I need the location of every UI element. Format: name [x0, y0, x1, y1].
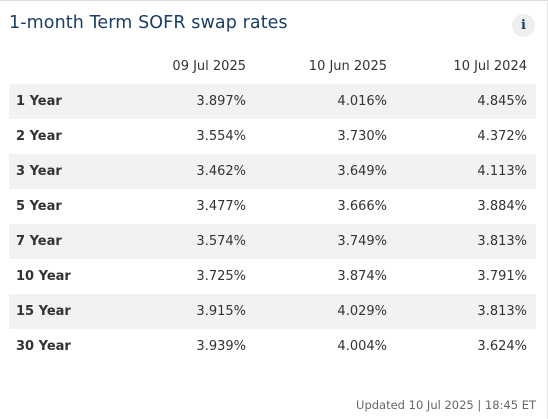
- rate-cell: 4.016%: [337, 94, 387, 109]
- rate-cell: 3.462%: [196, 164, 246, 179]
- info-icon: i: [521, 18, 526, 33]
- rate-cell: 4.113%: [477, 164, 527, 179]
- rate-cell: 4.029%: [337, 304, 387, 319]
- rates-table: 09 Jul 2025 10 Jun 2025 10 Jul 2024 1 Ye…: [9, 49, 536, 364]
- table-row: 7 Year 3.574% 3.749% 3.813%: [9, 224, 536, 259]
- term-label: 1 Year: [16, 94, 62, 109]
- rate-cell: 3.574%: [196, 234, 246, 249]
- table-row: 10 Year 3.725% 3.874% 3.791%: [9, 259, 536, 294]
- term-label: 5 Year: [16, 199, 62, 214]
- rate-cell: 3.791%: [477, 269, 527, 284]
- card-title: 1-month Term SOFR swap rates: [9, 13, 288, 33]
- header-date-1: 09 Jul 2025: [172, 59, 246, 74]
- table-row: 15 Year 3.915% 4.029% 3.813%: [9, 294, 536, 329]
- rate-cell: 3.666%: [337, 199, 387, 214]
- rate-cell: 3.813%: [477, 234, 527, 249]
- term-label: 10 Year: [16, 269, 71, 284]
- table-row: 2 Year 3.554% 3.730% 4.372%: [9, 119, 536, 154]
- info-button[interactable]: i: [512, 14, 535, 37]
- rate-cell: 4.845%: [477, 94, 527, 109]
- updated-timestamp: Updated 10 Jul 2025 | 18:45 ET: [356, 398, 536, 412]
- rate-cell: 3.939%: [196, 339, 246, 354]
- rate-cell: 3.813%: [477, 304, 527, 319]
- table-row: 3 Year 3.462% 3.649% 4.113%: [9, 154, 536, 189]
- table-header-row: 09 Jul 2025 10 Jun 2025 10 Jul 2024: [9, 49, 536, 84]
- term-label: 3 Year: [16, 164, 62, 179]
- term-label: 30 Year: [16, 339, 71, 354]
- header-date-2: 10 Jun 2025: [308, 59, 387, 74]
- rate-cell: 3.749%: [337, 234, 387, 249]
- rate-cell: 3.874%: [337, 269, 387, 284]
- rate-cell: 3.730%: [337, 129, 387, 144]
- rate-cell: 3.624%: [477, 339, 527, 354]
- rate-cell: 3.649%: [337, 164, 387, 179]
- term-label: 15 Year: [16, 304, 71, 319]
- rate-cell: 3.477%: [196, 199, 246, 214]
- rate-cell: 3.725%: [196, 269, 246, 284]
- term-label: 7 Year: [16, 234, 62, 249]
- header-date-3: 10 Jul 2024: [453, 59, 527, 74]
- rate-cell: 4.004%: [337, 339, 387, 354]
- term-label: 2 Year: [16, 129, 62, 144]
- rate-cell: 3.884%: [477, 199, 527, 214]
- rate-cell: 3.554%: [196, 129, 246, 144]
- rate-cell: 4.372%: [477, 129, 527, 144]
- table-row: 1 Year 3.897% 4.016% 4.845%: [9, 84, 536, 119]
- rate-cell: 3.897%: [196, 94, 246, 109]
- rate-cell: 3.915%: [196, 304, 246, 319]
- table-row: 5 Year 3.477% 3.666% 3.884%: [9, 189, 536, 224]
- table-row: 30 Year 3.939% 4.004% 3.624%: [9, 329, 536, 364]
